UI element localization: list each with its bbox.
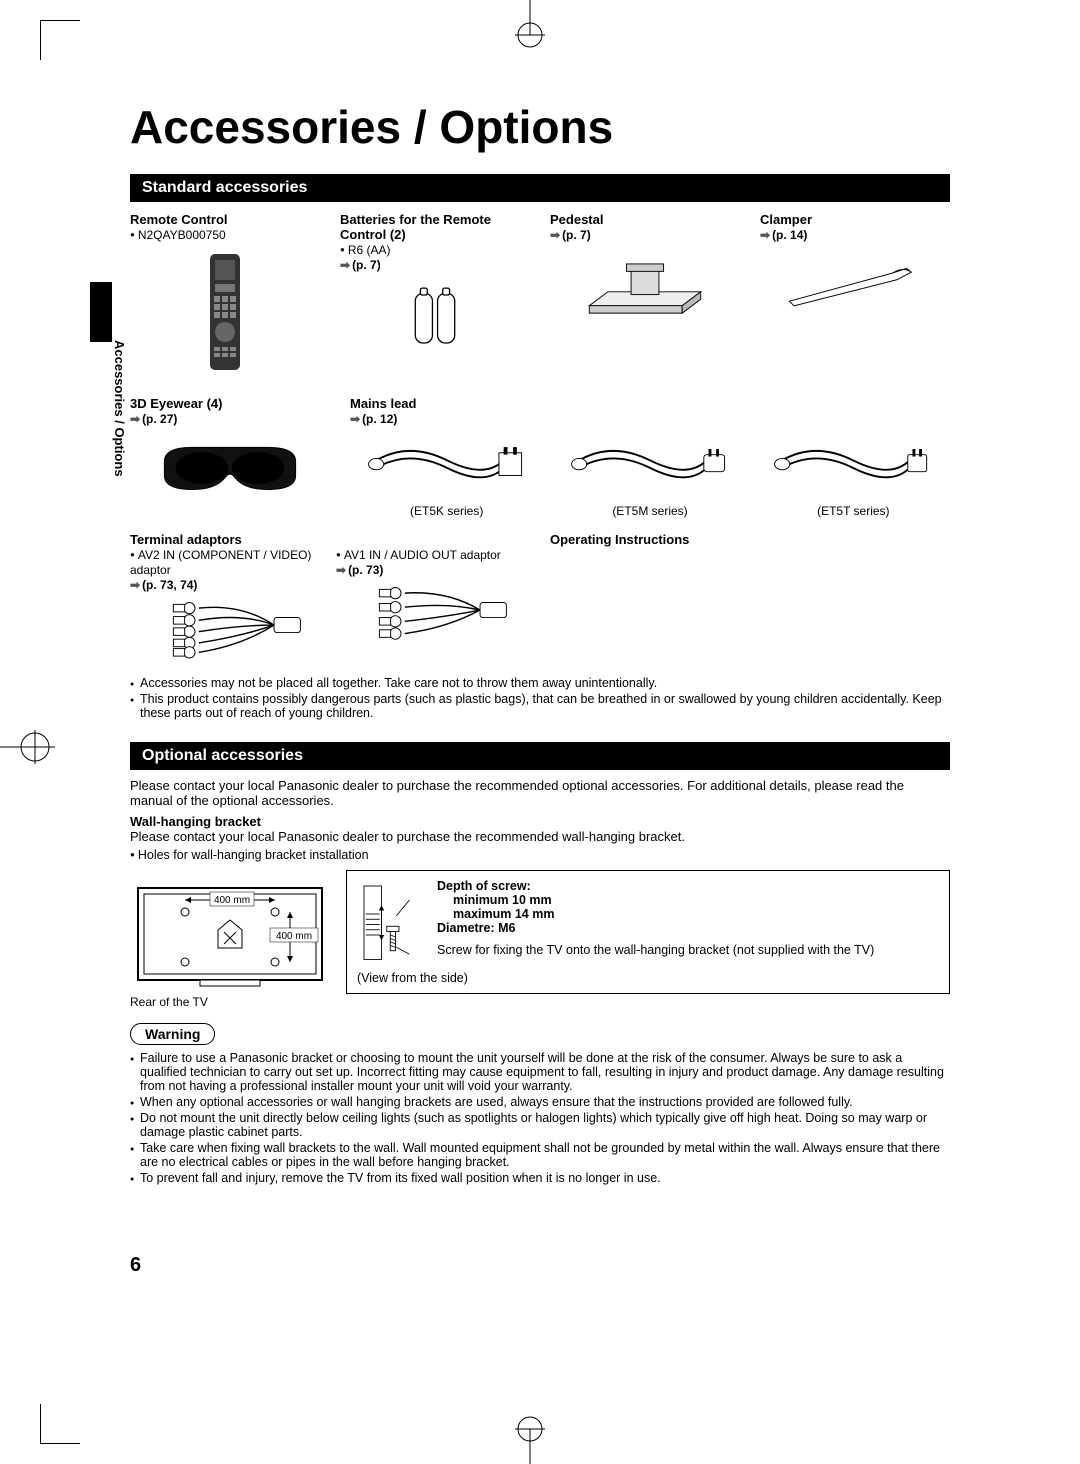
batteries-cell: Batteries for the Remote Control (2) ●R6… xyxy=(340,212,530,382)
clamper-cell: Clamper ➡(p. 14) xyxy=(760,212,950,382)
remote-cell: Remote Control ●N2QAYB000750 xyxy=(130,212,320,382)
optional-body: Please contact your local Panasonic deal… xyxy=(130,778,950,1185)
standard-notes: Accessories may not be placed all togeth… xyxy=(130,676,950,720)
screw-diagram-icon xyxy=(357,879,427,967)
warning-label: Warning xyxy=(130,1023,215,1045)
adaptor-av2-icon xyxy=(147,594,307,660)
page-number: 6 xyxy=(130,1254,141,1277)
eyewear-cell: 3D Eyewear (4) ➡(p. 27) xyxy=(130,396,330,518)
svg-text:400 mm: 400 mm xyxy=(276,931,312,942)
adaptors-cell: Terminal adaptors ●AV2 IN (COMPONENT / V… xyxy=(130,532,530,662)
warning-list: Failure to use a Panasonic bracket or ch… xyxy=(130,1051,950,1185)
adaptor-av1-icon xyxy=(353,579,513,645)
crop-mark xyxy=(40,20,80,60)
rear-tv-diagram: 400 mm 400 mm Rear of the TV xyxy=(130,870,330,1009)
pedestal-cell: Pedestal ➡(p. 7) xyxy=(550,212,740,382)
eyewear-icon xyxy=(155,438,305,504)
registration-mark-left xyxy=(0,720,55,775)
mains-icon-1 xyxy=(362,432,532,498)
section-standard: Standard accessories xyxy=(130,174,950,202)
remote-icon xyxy=(205,252,245,372)
svg-text:400 mm: 400 mm xyxy=(214,895,250,906)
registration-mark-top xyxy=(500,0,560,50)
batteries-icon xyxy=(405,283,465,352)
clamper-icon xyxy=(780,259,930,315)
mains-cell: Mains lead ➡(p. 12) xyxy=(350,396,950,518)
page-title: Accessories / Options xyxy=(130,100,1000,154)
section-optional: Optional accessories xyxy=(130,742,950,770)
side-label: Accessories / Options xyxy=(112,340,128,477)
registration-mark-bottom xyxy=(500,1414,560,1464)
crop-mark xyxy=(40,1404,80,1444)
standard-accessories-grid: Remote Control ●N2QAYB000750 Batteries f… xyxy=(130,202,950,662)
pedestal-icon xyxy=(580,250,710,324)
mains-icon-2 xyxy=(565,432,735,498)
side-tab xyxy=(90,282,112,342)
mains-icon-3 xyxy=(768,432,938,498)
operating-instructions-cell: Operating Instructions xyxy=(550,532,950,662)
screw-spec-box: Depth of screw: minimum 10 mm maximum 14… xyxy=(346,870,950,994)
